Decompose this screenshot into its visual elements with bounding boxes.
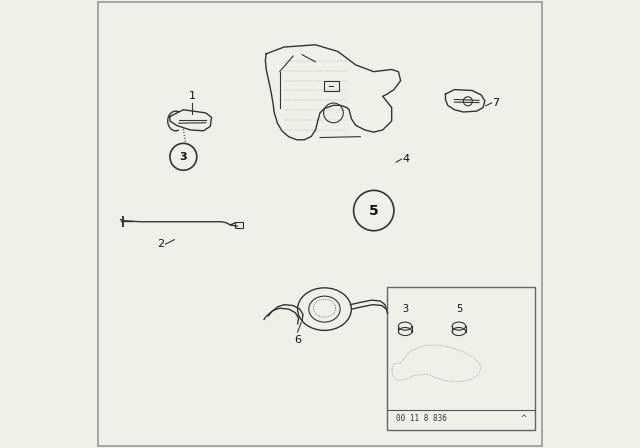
Text: ^: ^ <box>520 414 526 423</box>
Text: 4: 4 <box>403 154 410 164</box>
Text: 3: 3 <box>402 304 408 314</box>
Text: 5: 5 <box>369 203 379 218</box>
Text: 00 11 8 836: 00 11 8 836 <box>396 414 447 423</box>
Text: 1: 1 <box>189 91 196 101</box>
Bar <box>387 287 535 430</box>
Text: 6: 6 <box>294 335 301 345</box>
Text: 5: 5 <box>456 304 462 314</box>
Text: 2: 2 <box>157 239 164 249</box>
Text: 7: 7 <box>493 98 500 108</box>
Text: 3: 3 <box>180 152 187 162</box>
